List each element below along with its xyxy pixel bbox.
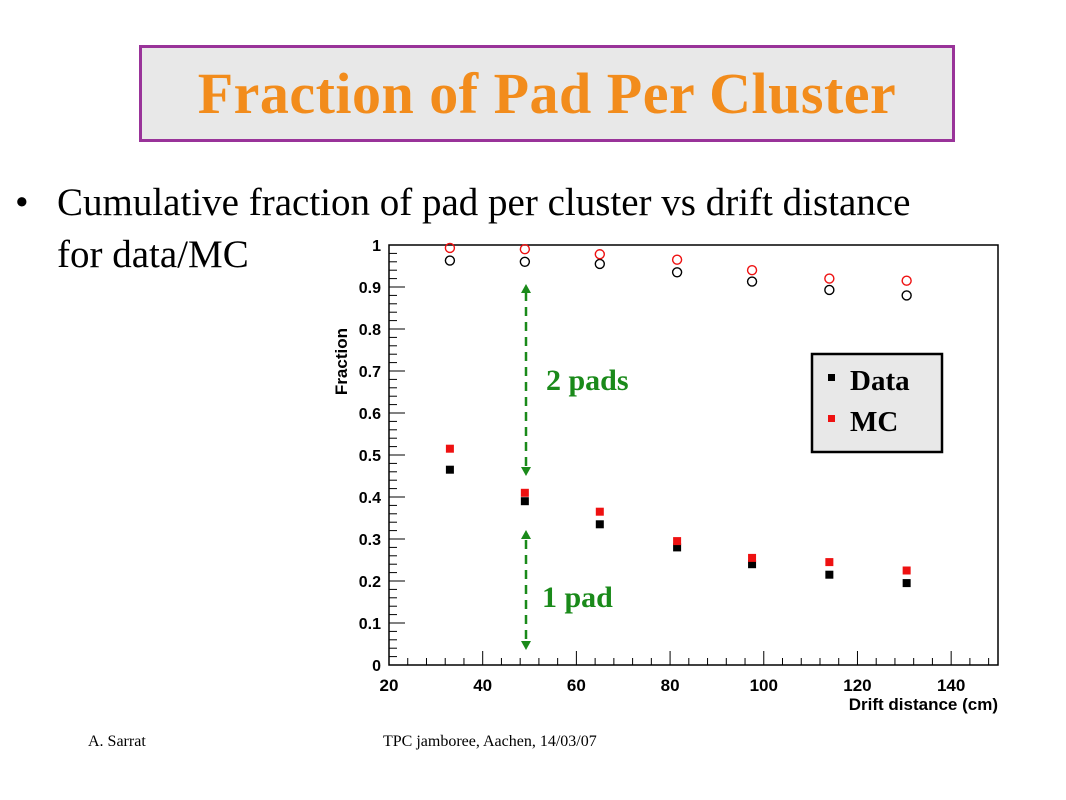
y-axis-label: Fraction xyxy=(332,328,351,395)
legend-marker xyxy=(828,374,835,381)
data-point-circle xyxy=(444,255,456,266)
data-point-circle xyxy=(824,273,835,284)
data-point-circle xyxy=(824,284,835,296)
data-point-square xyxy=(445,465,454,474)
x-tick-label: 80 xyxy=(661,676,680,695)
data-point-square xyxy=(825,558,834,567)
y-tick-label: 0.2 xyxy=(359,574,381,591)
data-point-circle xyxy=(444,242,456,254)
legend-label: Data xyxy=(850,365,910,397)
one-pad-arrow-head-down xyxy=(521,641,531,650)
footer-author: A. Sarrat xyxy=(88,733,146,750)
legend-box xyxy=(810,352,944,454)
two-pads-arrow-head-up xyxy=(521,284,531,293)
plot-frame xyxy=(388,244,999,666)
y-tick-label: 0.7 xyxy=(359,364,381,381)
x-tick-label: 40 xyxy=(473,676,492,695)
bullet-dot: • xyxy=(15,181,29,224)
y-tick-label: 1 xyxy=(372,238,381,255)
data-point-square xyxy=(595,520,604,529)
data-point-square xyxy=(902,579,911,588)
data-point-circle xyxy=(519,243,531,255)
y-tick-label: 0 xyxy=(372,658,381,675)
data-point-square xyxy=(673,537,682,546)
footer-event: TPC jamboree, Aachen, 14/03/07 xyxy=(383,733,597,750)
data-point-circle xyxy=(671,267,683,278)
data-point-circle xyxy=(901,275,912,286)
data-point-circle xyxy=(901,290,912,301)
data-point-square xyxy=(748,560,757,569)
bullet-line-2: for data/MC xyxy=(57,233,249,276)
y-tick-label: 0.3 xyxy=(359,532,381,549)
legend-marker xyxy=(828,415,835,422)
data-point-square xyxy=(748,553,757,562)
y-tick-label: 0.1 xyxy=(359,616,381,633)
data-point-circle xyxy=(594,258,606,270)
data-point-circle xyxy=(594,249,606,260)
legend-label: MC xyxy=(850,406,898,438)
x-tick-label: 120 xyxy=(843,676,871,695)
y-tick-label: 0.9 xyxy=(359,280,381,297)
x-tick-label: 60 xyxy=(567,676,586,695)
y-tick-label: 0.6 xyxy=(359,406,381,423)
y-tick-label: 0.8 xyxy=(359,322,381,339)
data-point-square xyxy=(825,570,834,579)
data-point-circle xyxy=(746,265,758,276)
x-tick-label: 20 xyxy=(380,676,399,695)
data-point-circle xyxy=(519,256,531,267)
y-tick-label: 0.4 xyxy=(359,490,381,507)
data-point-square xyxy=(520,497,529,506)
data-point-square xyxy=(595,507,604,516)
title-box: Fraction of Pad Per Cluster xyxy=(139,45,955,142)
data-point-circle xyxy=(746,276,758,287)
one-pad-arrow-head-up xyxy=(521,530,531,539)
data-point-square xyxy=(445,444,454,453)
two-pads-label: 2 pads xyxy=(546,364,629,397)
data-point-square xyxy=(520,488,529,497)
bullet-line-1: Cumulative fraction of pad per cluster v… xyxy=(57,181,911,224)
x-axis-label: Drift distance (cm) xyxy=(849,695,998,714)
x-tick-label: 140 xyxy=(937,676,965,695)
data-point-square xyxy=(902,566,911,575)
two-pads-arrow-head-down xyxy=(521,467,531,476)
y-tick-label: 0.5 xyxy=(359,448,381,465)
x-tick-label: 100 xyxy=(750,676,778,695)
slide-title: Fraction of Pad Per Cluster xyxy=(197,61,897,126)
data-point-circle xyxy=(671,254,683,265)
data-point-square xyxy=(673,543,682,552)
one-pad-label: 1 pad xyxy=(542,581,613,614)
